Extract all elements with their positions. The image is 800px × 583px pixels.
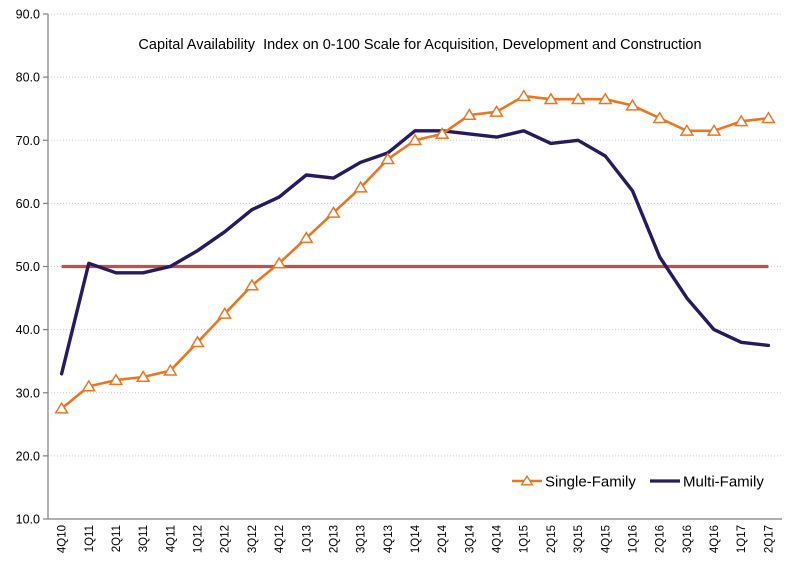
single-family-marker — [706, 123, 722, 136]
x-tick-label: 2Q17 — [763, 525, 775, 553]
x-tick-label: 3Q14 — [464, 524, 476, 553]
x-tick-label: 2Q12 — [220, 525, 232, 553]
single-family-marker — [326, 206, 341, 218]
single-family-marker — [570, 92, 586, 105]
x-tick-label: 4Q15 — [600, 525, 612, 553]
single-family-marker — [407, 133, 423, 146]
x-tick-label: 3Q11 — [138, 525, 150, 552]
x-tick-label: 1Q12 — [193, 525, 205, 553]
x-tick-label: 4Q14 — [492, 524, 504, 553]
single-family-marker — [244, 278, 260, 291]
x-tick-label: 1Q14 — [410, 524, 422, 553]
x-tick-label: 4Q13 — [383, 525, 395, 553]
single-family-marker — [163, 363, 178, 376]
single-family-marker — [271, 256, 287, 269]
single-family-marker — [489, 105, 504, 117]
x-tick-label: 1Q16 — [627, 525, 639, 553]
x-tick-label: 1Q17 — [736, 525, 748, 553]
single-family-marker — [625, 98, 640, 111]
x-tick-label: 4Q16 — [709, 525, 721, 553]
legend-item-single-family: Single-Family — [512, 474, 636, 491]
single-family-marker — [81, 379, 97, 392]
x-tick-label: 1Q15 — [519, 525, 531, 553]
chart-title: Capital Availability Index on 0-100 Scal… — [138, 37, 701, 53]
y-tick-label: 30.0 — [16, 386, 40, 400]
single-family-marker — [462, 108, 477, 121]
x-tick-label: 4Q10 — [57, 525, 69, 553]
y-tick-label: 90.0 — [16, 8, 40, 22]
x-tick-label: 3Q16 — [682, 525, 694, 553]
x-tick-label: 2Q14 — [437, 524, 449, 553]
legend-single-family-label: Single-Family — [545, 474, 636, 491]
single-family-marker — [54, 401, 69, 414]
single-family-marker — [217, 307, 232, 319]
x-tick-label: 2Q13 — [328, 525, 340, 553]
single-family-marker — [679, 123, 695, 136]
x-tick-label: 1Q13 — [301, 525, 313, 553]
single-family-marker — [135, 370, 151, 383]
single-family-marker — [733, 114, 749, 127]
x-tick-label: 1Q11 — [84, 525, 96, 552]
single-family-marker — [543, 92, 559, 105]
x-tick-label: 4Q12 — [274, 525, 286, 553]
single-family-marker — [516, 89, 531, 102]
y-tick-label: 60.0 — [16, 197, 40, 211]
x-tick-label: 3Q13 — [356, 525, 368, 553]
legend-item-multi-family: Multi-Family — [650, 474, 764, 491]
y-tick-label: 50.0 — [16, 260, 40, 274]
legend: Single-Family Multi-Family — [512, 474, 764, 491]
single-family-marker — [652, 111, 667, 124]
legend-single-family-marker — [520, 474, 534, 486]
y-tick-label: 80.0 — [16, 71, 40, 85]
y-tick-label: 40.0 — [16, 323, 40, 337]
single-family-marker — [108, 373, 124, 386]
single-family-marker — [434, 127, 450, 139]
single-family-marker — [190, 335, 205, 348]
plot-area: 90.0 80.0 70.0 60.0 50.0 40.0 30.0 20.0 10.0 4Q10… — [16, 8, 782, 553]
single-family-marker — [598, 92, 613, 105]
x-tick-label: 2Q11 — [111, 525, 123, 552]
multi-family-line — [59, 129, 771, 376]
x-tick-label: 3Q15 — [573, 525, 585, 553]
y-tick-label: 70.0 — [16, 134, 40, 148]
x-tick-label: 2Q15 — [546, 525, 558, 553]
x-tick-label: 4Q11 — [165, 525, 177, 552]
single-family-marker — [761, 111, 776, 124]
y-tick-label: 20.0 — [16, 449, 40, 463]
single-family-marker — [380, 152, 396, 165]
y-tick-label: 10.0 — [16, 513, 40, 527]
single-family-marker — [299, 231, 314, 244]
single-family-marker — [353, 180, 368, 193]
x-tick-label: 2Q16 — [655, 525, 667, 553]
legend-multi-family-label: Multi-Family — [683, 474, 764, 491]
x-tick-label: 3Q12 — [247, 525, 259, 553]
